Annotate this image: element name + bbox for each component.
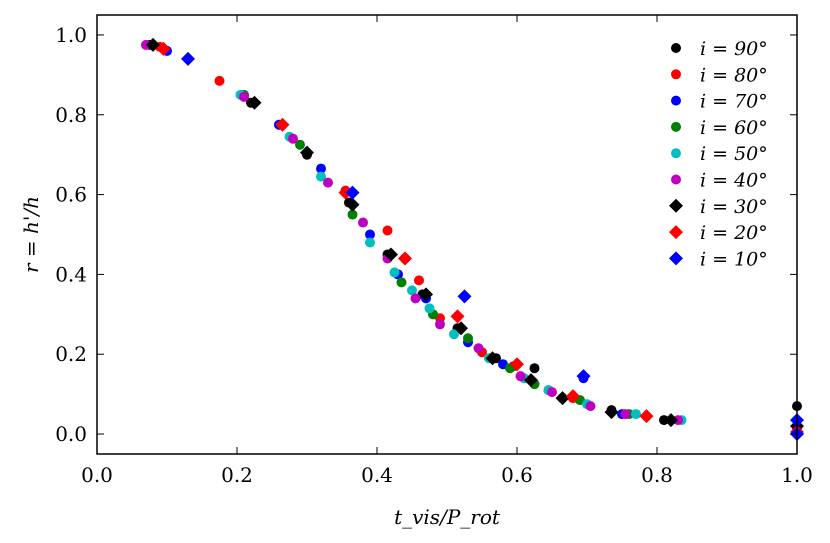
- data-point: [156, 41, 171, 56]
- x-tick-label: 0.2: [221, 463, 253, 487]
- data-point: [620, 409, 631, 420]
- legend-marker: [669, 251, 683, 266]
- data-point: [389, 267, 400, 278]
- legend-marker: [671, 69, 681, 80]
- data-point: [288, 133, 298, 144]
- y-tick-label: 0.8: [55, 103, 87, 127]
- y-axis-label: r = h'/h: [19, 196, 43, 273]
- data-point: [529, 363, 540, 374]
- data-point: [604, 405, 619, 420]
- data-point: [576, 369, 591, 384]
- plot-frame: [96, 14, 798, 455]
- data-point: [347, 209, 358, 220]
- legend-label: i = 10°: [700, 248, 768, 270]
- data-point: [454, 321, 468, 336]
- data-point: [365, 237, 375, 248]
- legend-marker: [671, 121, 681, 132]
- data-point: [524, 373, 538, 388]
- data-point: [239, 91, 249, 102]
- y-tick-label: 0.6: [55, 183, 87, 207]
- data-point: [639, 409, 654, 424]
- legend-marker: [671, 43, 681, 53]
- legend-marker: [671, 95, 681, 106]
- data-point: [181, 51, 195, 66]
- x-tick-label: 1.0: [781, 463, 813, 487]
- legend-marker: [671, 174, 681, 185]
- data-point: [435, 319, 445, 330]
- legend-label: i = 30°: [700, 196, 768, 218]
- data-point: [424, 303, 435, 314]
- data-point: [345, 185, 360, 200]
- data-point: [585, 401, 596, 412]
- y-tick-label: 0.4: [55, 262, 87, 286]
- data-point: [485, 351, 500, 366]
- x-tick-label: 0.4: [361, 463, 393, 487]
- data-point: [450, 309, 465, 324]
- y-tick-label: 1.0: [55, 23, 87, 47]
- legend-label: i = 70°: [700, 91, 768, 113]
- data-point: [316, 163, 326, 174]
- data-point: [407, 285, 417, 296]
- data-point: [515, 371, 526, 382]
- data-point: [345, 197, 360, 212]
- data-point: [384, 247, 398, 262]
- data-point: [247, 95, 262, 110]
- x-tick-label: 0.8: [641, 463, 673, 487]
- axis-ticks: 0.0 0.2 0.4 0.6 0.8 1.0 0.0 0.2 0.4 0.6 0.8 1.0: [55, 15, 813, 487]
- data-point: [300, 145, 314, 160]
- data-point: [146, 37, 160, 52]
- data-point: [566, 389, 580, 404]
- data-point: [365, 229, 375, 240]
- legend-label: i = 90°: [700, 38, 768, 60]
- x-tick-label: 0.6: [501, 463, 533, 487]
- x-axis-label: t_vis/P_rot: [394, 505, 501, 529]
- legend-label: i = 40°: [700, 170, 768, 192]
- data-point: [398, 251, 412, 266]
- series: [239, 89, 634, 420]
- data-point: [664, 413, 678, 428]
- data-points: [141, 37, 804, 442]
- data-point: [316, 171, 326, 182]
- series: [235, 89, 687, 426]
- data-point: [410, 293, 421, 304]
- data-point: [382, 225, 393, 236]
- legend-label: i = 60°: [700, 117, 768, 139]
- data-point: [631, 409, 641, 420]
- data-point: [419, 287, 433, 302]
- series: [181, 51, 804, 442]
- data-point: [275, 117, 290, 132]
- data-point: [396, 277, 407, 288]
- y-tick-label: 0.0: [55, 422, 87, 446]
- data-point: [414, 275, 424, 286]
- legend-marker: [669, 225, 683, 240]
- data-point: [358, 217, 368, 228]
- legend-label: i = 80°: [700, 64, 768, 86]
- y-tick-label: 0.2: [55, 342, 87, 366]
- data-point: [214, 75, 225, 86]
- legend-marker: [671, 148, 681, 159]
- legend-label: i = 50°: [700, 143, 768, 165]
- data-point: [555, 391, 570, 406]
- legend: i = 90° i = 80° i = 70° i = 60° i = 50° i = 4…: [669, 38, 768, 270]
- series: [141, 39, 683, 426]
- data-point: [323, 177, 333, 188]
- data-point: [295, 139, 305, 150]
- legend-label: i = 20°: [700, 222, 768, 244]
- data-point: [473, 343, 484, 354]
- data-point: [547, 387, 557, 398]
- x-tick-label: 0.0: [81, 463, 113, 487]
- data-point: [510, 357, 524, 372]
- data-point: [457, 289, 472, 304]
- legend-marker: [669, 198, 683, 213]
- data-point: [463, 333, 473, 344]
- data-point: [449, 329, 459, 340]
